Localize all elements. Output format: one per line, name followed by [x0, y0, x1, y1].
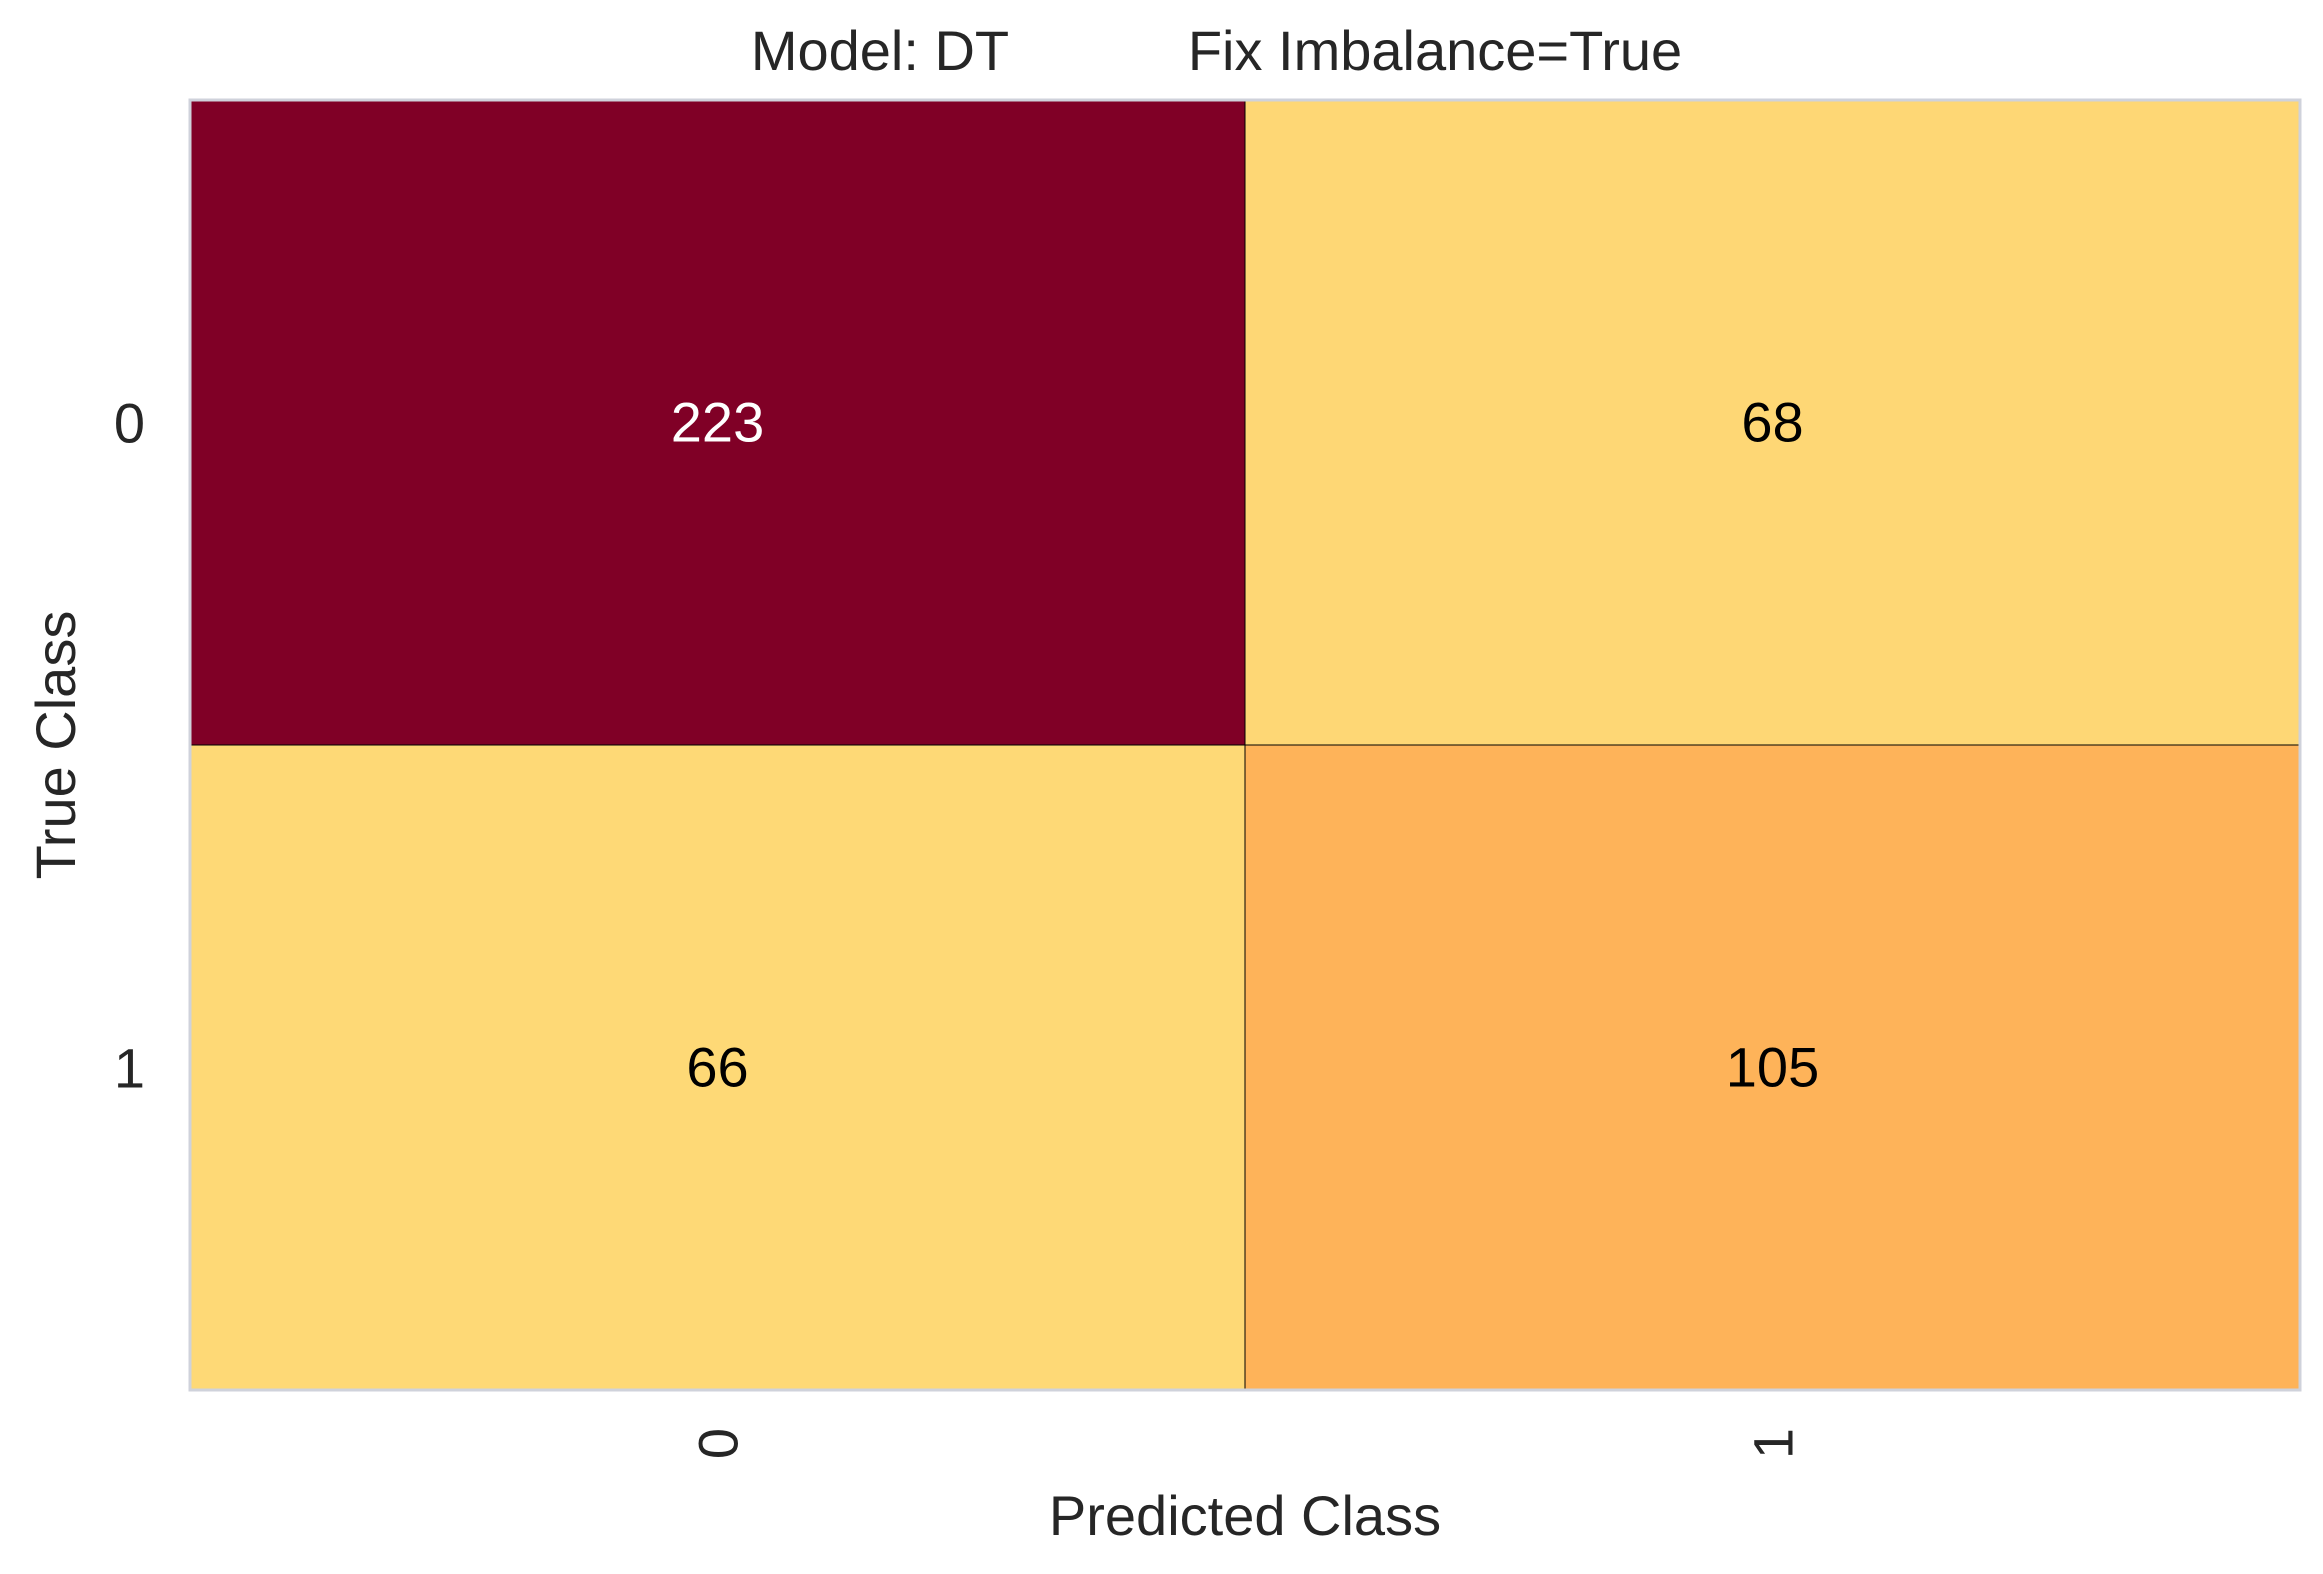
y-tick-label-1: 1	[114, 1037, 145, 1100]
x-axis-label: Predicted Class	[1049, 1484, 1441, 1547]
heatmap-cell-0-1	[1244, 99, 2301, 746]
cell-value-0-0: 223	[671, 391, 764, 454]
heatmap-cells: 223 68 66 105	[189, 99, 2301, 1391]
cell-value-0-1: 68	[1741, 391, 1803, 454]
cell-value-1-1: 105	[1726, 1036, 1819, 1099]
chart-title: Model: DT Fix Imbalance=True	[751, 19, 1682, 82]
heatmap-cell-0-0	[189, 99, 1246, 746]
cell-value-1-0: 66	[686, 1036, 748, 1099]
heatmap-cell-1-1	[1244, 744, 2301, 1391]
chart-title-setting: Fix Imbalance=True	[1188, 19, 1682, 82]
y-axis-label: True Class	[24, 611, 87, 880]
plot-frame	[188, 98, 2302, 1392]
y-tick-labels: 01	[114, 392, 145, 1100]
x-tick-label-1: 1	[1742, 1428, 1805, 1459]
y-tick-label-0: 0	[114, 392, 145, 455]
chart-title-model: Model: DT	[751, 19, 1009, 82]
heatmap-cell-1-0	[189, 744, 1246, 1391]
x-tick-label-0: 0	[687, 1428, 750, 1459]
